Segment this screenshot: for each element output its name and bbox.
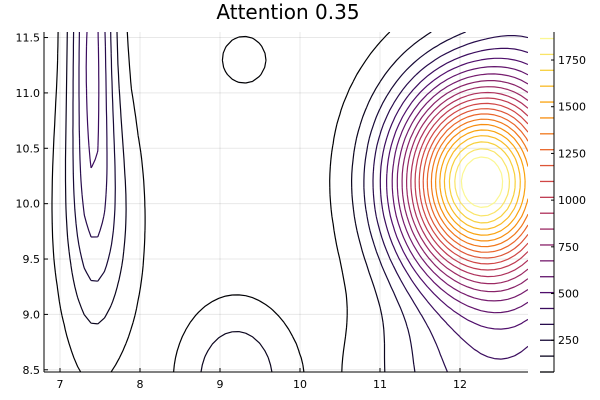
contour-line [435,123,528,242]
contour-line [386,57,528,330]
contour-line [391,66,528,314]
contour-line [443,135,521,230]
contour-line [78,32,528,372]
colorbar-tick-label: 1750 [558,54,586,67]
colorbar-tick-label: 1250 [558,147,586,160]
colorbar-tick-label: 750 [558,241,579,254]
contour-line [430,118,528,248]
contour-line [439,129,526,236]
contour-line [422,108,528,259]
x-tick-label: 12 [453,378,467,391]
contour-line [454,148,510,217]
plot-area [51,32,528,372]
y-tick-label: 11.5 [16,32,41,45]
y-tick-label: 10.0 [16,198,41,211]
contour-line [410,91,528,278]
contour-line [72,32,466,372]
contour-line [414,97,528,271]
contour-line [396,73,528,302]
colorbar-tick-label: 500 [558,288,579,301]
contour-line [51,32,391,372]
contour-line [418,102,528,265]
x-tick-label: 7 [57,378,64,391]
contour-line [426,113,528,253]
y-tick-label: 9.5 [23,253,41,266]
x-tick-label: 8 [137,378,144,391]
contour-lines [51,32,528,372]
contour-line [85,32,528,360]
contour-line [460,156,504,208]
chart-title: Attention 0.35 [216,0,359,24]
y-tick-label: 11.0 [16,87,41,100]
y-tick-label: 8.5 [23,364,41,377]
x-tick-label: 11 [373,378,387,391]
contour-line [401,80,528,293]
colorbar-tick-label: 1500 [558,101,586,114]
x-tick-label: 9 [217,378,224,391]
y-tick-label: 10.5 [16,142,41,155]
y-tick-label: 9.0 [23,308,41,321]
grid [44,32,528,372]
x-tick-label: 10 [293,378,307,391]
axes: 7 8 9 10 11 12 8.5 9.0 9.5 10.0 10.5 11.0 11.5 [16,32,528,391]
colorbar-tick-label: 250 [558,334,579,347]
colorbar-tick-label: 1000 [558,194,586,207]
colorbar: 250 500 750 1000 1250 1500 1750 [540,32,586,373]
contour-line [64,32,432,372]
contour-line [406,86,528,285]
contour-line [448,141,516,224]
